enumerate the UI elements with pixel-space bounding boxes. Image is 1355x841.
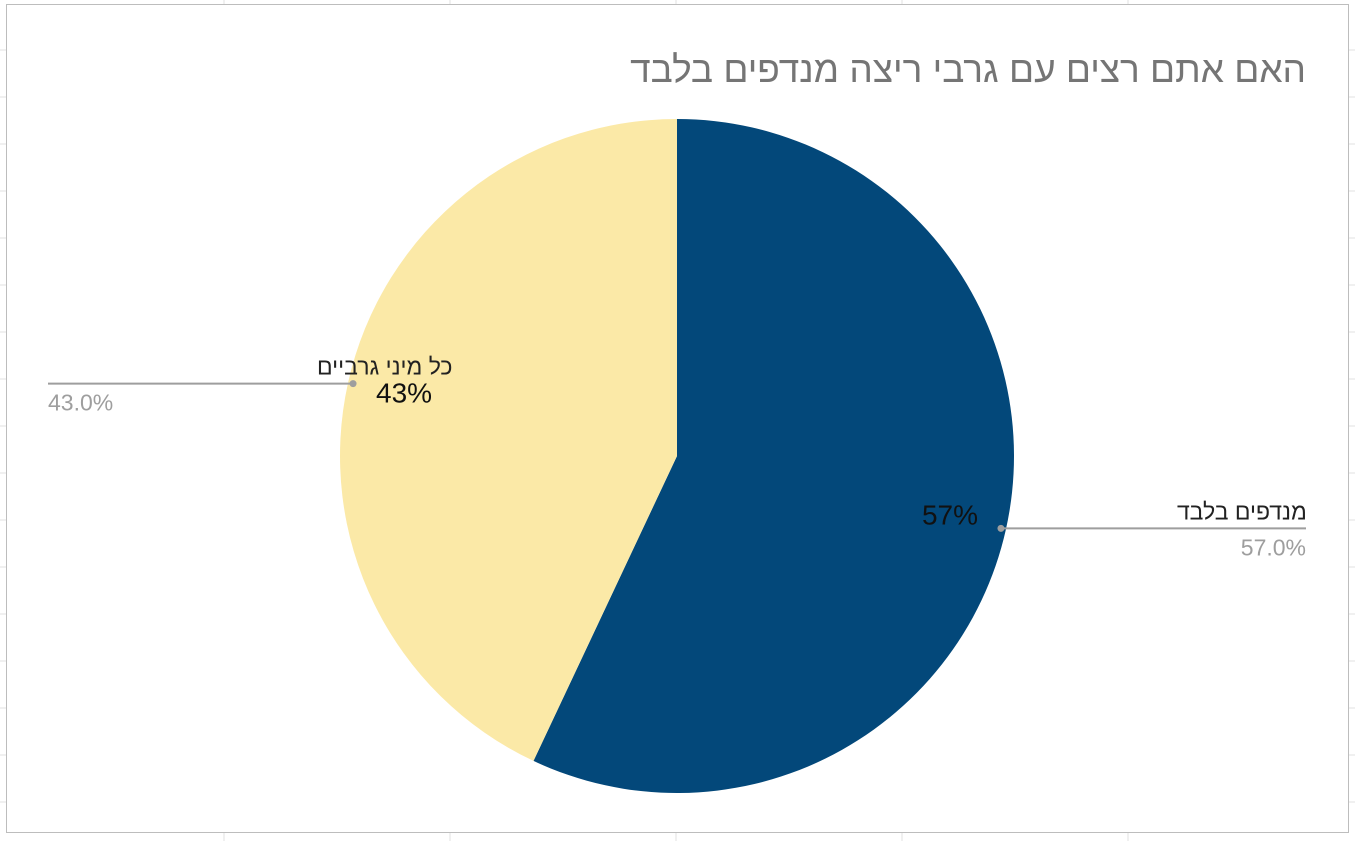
slice-percent-label-2: 43%: [376, 377, 432, 408]
pie-slice-2: [340, 119, 677, 761]
slice-outer-value-label-2: 43.0%: [48, 390, 113, 416]
pie-slice-1: [533, 119, 1015, 794]
slice-percent-label-1: 57%: [922, 499, 978, 530]
slice-outer-value-label-1: 57.0%: [1241, 534, 1306, 560]
slice-category-label-2: כל מיני גרביים: [317, 354, 452, 380]
slice-category-label-1: מנדפים בלבד: [1177, 498, 1307, 524]
chart-title: האם אתם רצים עם גרבי ריצה מנדפים בלבד: [630, 49, 1306, 90]
